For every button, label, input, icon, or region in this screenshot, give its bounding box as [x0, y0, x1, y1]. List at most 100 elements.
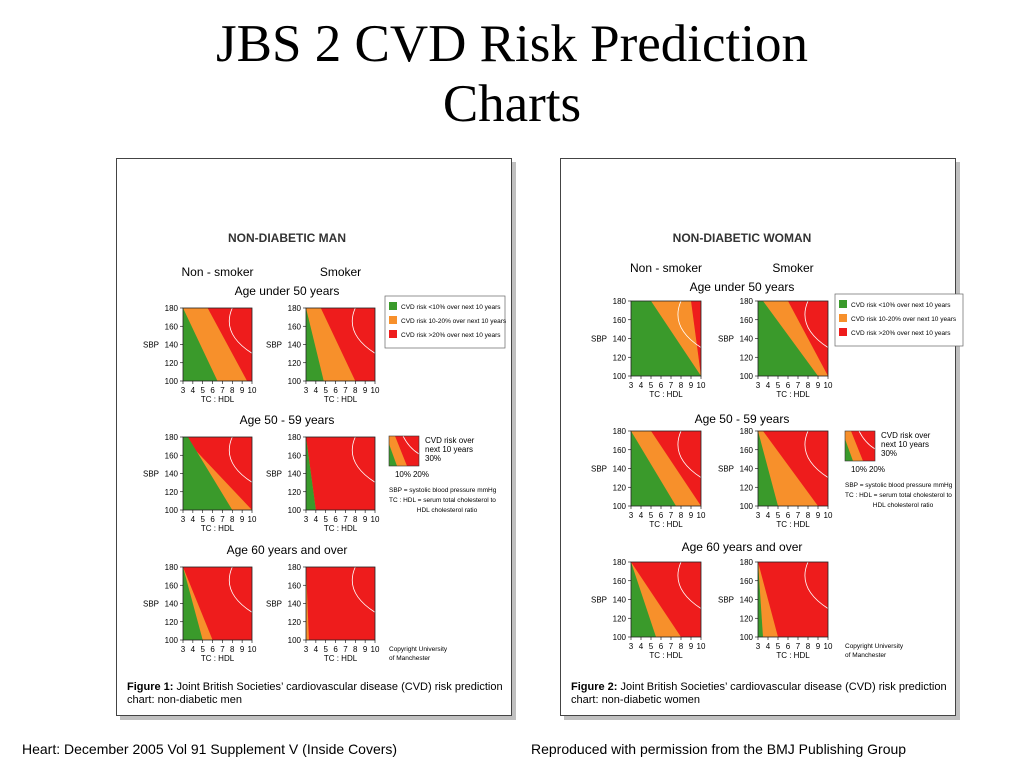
footer-permission: Reproduced with permission from the BMJ … — [531, 741, 907, 757]
risk-grid-men-r1-c0 — [183, 437, 252, 510]
column-header-women-1: Smoker — [772, 261, 813, 275]
y-tick-label: 140 — [165, 341, 179, 350]
risk-zone-low — [758, 562, 763, 637]
key-label-0: CVD risk over — [881, 431, 931, 440]
y-tick-label: 100 — [165, 636, 179, 645]
copyright-line-0: Copyright University — [389, 646, 448, 653]
x-tick-label: 4 — [639, 381, 644, 390]
risk-grid-men-r2-c1 — [306, 567, 375, 640]
x-tick-label: 10 — [371, 386, 380, 395]
x-tick-label: 7 — [796, 642, 801, 651]
x-tick-label: 3 — [756, 642, 761, 651]
legend-text-2: CVD risk >20% over next 10 years — [401, 332, 501, 339]
x-tick-label: 5 — [200, 645, 205, 654]
x-tick-label: 10 — [248, 645, 257, 654]
risk-grid-women-r2-c1 — [758, 562, 828, 637]
x-tick-label: 6 — [659, 511, 664, 520]
key-label-0: CVD risk over — [425, 436, 475, 445]
chart-title-women: NON-DIABETIC WOMAN — [673, 231, 812, 245]
y-tick-label: 180 — [165, 563, 179, 572]
y-tick-label: 120 — [613, 614, 627, 623]
footer-citation: Heart: December 2005 Vol 91 Supplement V… — [22, 741, 398, 757]
x-tick-label: 8 — [353, 386, 358, 395]
x-tick-label: 4 — [766, 381, 771, 390]
y-axis-label: SBP — [143, 600, 159, 609]
x-tick-label: 7 — [220, 515, 225, 524]
y-tick-label: 140 — [165, 600, 179, 609]
x-axis-label: TC : HDL — [649, 651, 683, 660]
key-label-2: 30% — [881, 449, 897, 458]
key-note-0: SBP = systolic blood pressure mmHg — [845, 482, 953, 489]
y-tick-label: 120 — [613, 353, 627, 362]
isopleth-30 — [351, 567, 375, 613]
x-tick-label: 4 — [314, 645, 319, 654]
y-axis-label: SBP — [718, 335, 734, 344]
y-tick-label: 140 — [740, 335, 754, 344]
x-tick-label: 3 — [629, 642, 634, 651]
chart-svg-women: NON-DIABETIC WOMAN Non - smoker Smoker Age … — [591, 231, 964, 660]
y-axis-label: SBP — [718, 596, 734, 605]
x-tick-label: 9 — [240, 515, 245, 524]
x-tick-label: 7 — [343, 386, 348, 395]
key-mini-chart-men — [389, 436, 419, 466]
legend-text-0: CVD risk <10% over next 10 years — [851, 302, 951, 309]
isopleth-30 — [804, 562, 828, 609]
x-tick-label: 10 — [824, 642, 833, 651]
isopleth-30 — [351, 437, 375, 483]
key-mini-chart-women — [845, 431, 875, 461]
key-pct10: 10% — [851, 465, 867, 474]
age-group-label-men-2: Age 60 years and over — [227, 543, 348, 557]
y-tick-label: 100 — [613, 633, 627, 642]
y-tick-label: 140 — [740, 596, 754, 605]
chart-panel-women: NON-DIABETIC WOMAN Non - smoker Smoker Age … — [560, 158, 964, 716]
x-tick-label: 9 — [816, 511, 821, 520]
x-tick-label: 9 — [363, 515, 368, 524]
risk-zone-medium — [306, 567, 309, 640]
y-tick-label: 120 — [165, 618, 179, 627]
x-tick-label: 10 — [697, 511, 706, 520]
x-tick-label: 6 — [659, 381, 664, 390]
x-tick-label: 9 — [240, 386, 245, 395]
y-tick-label: 160 — [613, 316, 627, 325]
x-tick-label: 5 — [776, 642, 781, 651]
x-axis-label: TC : HDL — [649, 520, 683, 529]
y-tick-label: 140 — [288, 341, 302, 350]
x-tick-label: 3 — [181, 515, 186, 524]
x-tick-label: 9 — [363, 645, 368, 654]
y-axis-label: SBP — [266, 470, 282, 479]
age-group-label-women-0: Age under 50 years — [690, 280, 795, 294]
x-tick-label: 9 — [689, 642, 694, 651]
risk-grid-men-r0-c0 — [183, 308, 252, 381]
x-tick-label: 5 — [776, 511, 781, 520]
x-tick-label: 7 — [669, 381, 674, 390]
x-axis-label: TC : HDL — [201, 654, 235, 663]
y-tick-label: 120 — [165, 488, 179, 497]
x-tick-label: 7 — [669, 511, 674, 520]
x-tick-label: 10 — [697, 642, 706, 651]
age-group-label-women-1: Age 50 - 59 years — [695, 412, 790, 426]
x-tick-label: 7 — [220, 386, 225, 395]
x-tick-label: 8 — [230, 386, 235, 395]
risk-grid-men-r0-c1 — [306, 308, 375, 381]
x-tick-label: 6 — [210, 645, 215, 654]
x-tick-label: 3 — [629, 511, 634, 520]
y-tick-label: 160 — [288, 322, 302, 331]
y-tick-label: 160 — [165, 451, 179, 460]
key-pct10: 10% — [395, 470, 411, 479]
x-tick-label: 6 — [333, 645, 338, 654]
y-axis-label: SBP — [591, 596, 607, 605]
x-tick-label: 8 — [806, 642, 811, 651]
x-tick-label: 4 — [766, 642, 771, 651]
x-tick-label: 4 — [191, 645, 196, 654]
key-label-1: next 10 years — [425, 445, 473, 454]
legend-text-2: CVD risk >20% over next 10 years — [851, 330, 951, 337]
legend-swatch-0 — [839, 300, 847, 308]
y-tick-label: 160 — [165, 581, 179, 590]
x-tick-label: 10 — [248, 386, 257, 395]
y-tick-label: 100 — [288, 636, 302, 645]
isopleth-30 — [804, 431, 828, 478]
x-tick-label: 8 — [353, 515, 358, 524]
x-tick-label: 8 — [679, 511, 684, 520]
y-tick-label: 180 — [165, 304, 179, 313]
legend-text-1: CVD risk 10-20% over next 10 years — [851, 316, 957, 323]
